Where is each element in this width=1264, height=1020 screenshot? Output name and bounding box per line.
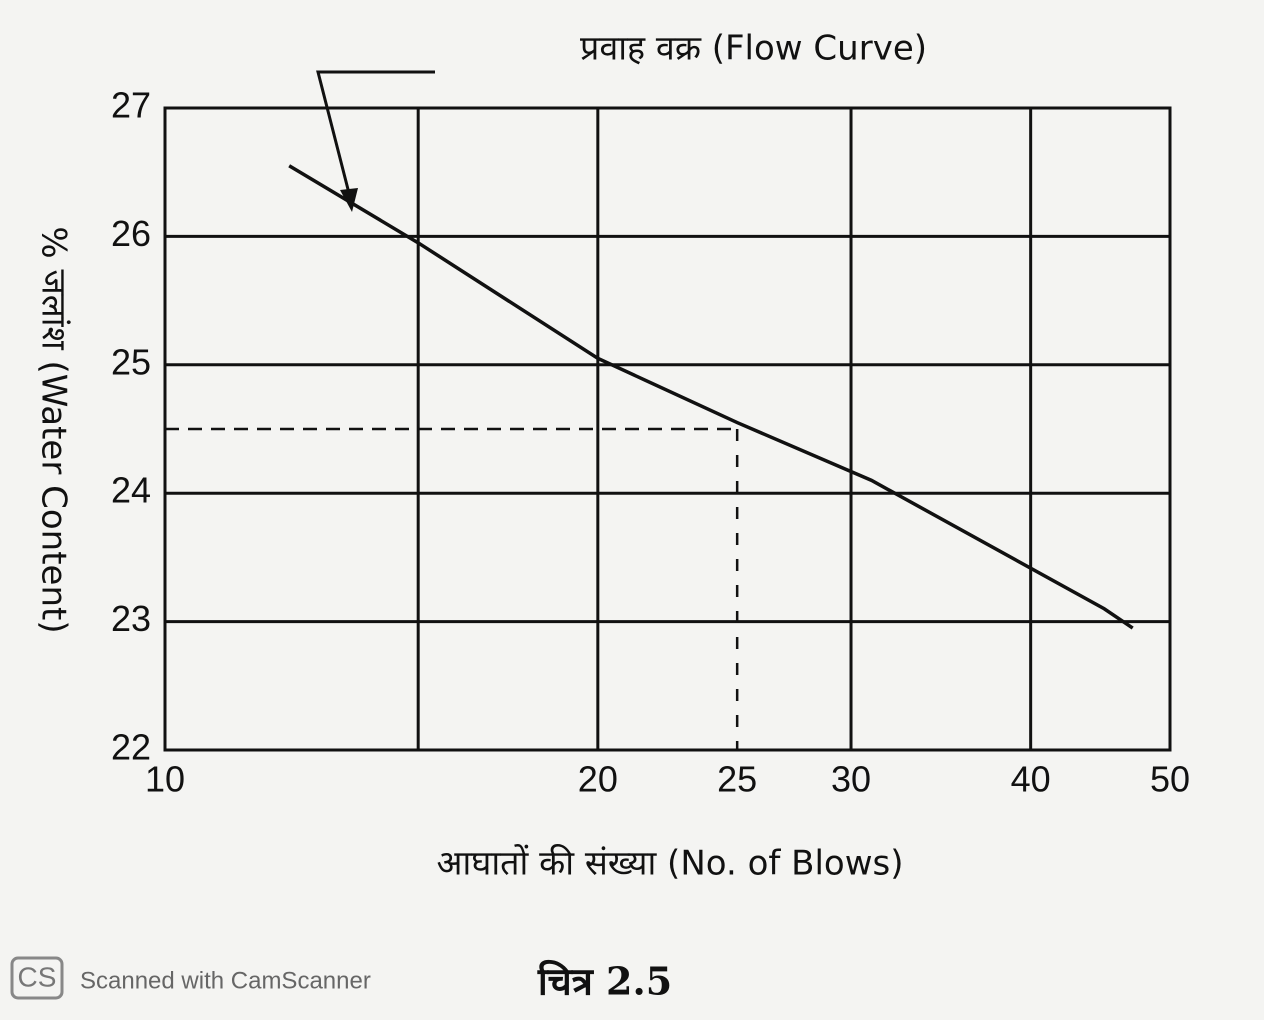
x-tick-label: 50 bbox=[1150, 759, 1190, 800]
x-tick-label: 20 bbox=[578, 759, 618, 800]
y-axis-label: % जलांश (Water Content) bbox=[34, 226, 74, 633]
x-tick-label: 40 bbox=[1011, 759, 1051, 800]
y-tick-label: 22 bbox=[111, 727, 151, 768]
flow-curve bbox=[288, 164, 1134, 630]
logo-box bbox=[10, 956, 64, 1000]
caption: चित्र 2.5 bbox=[537, 959, 672, 1004]
logo: CS bbox=[18, 961, 57, 992]
y-tick-label: 23 bbox=[111, 598, 151, 639]
y-tick-label: 27 bbox=[111, 85, 151, 126]
curve-annotation: प्रवाह वक्र (Flow Curve) bbox=[580, 29, 927, 69]
x-tick-label: 25 bbox=[717, 759, 757, 800]
y-tick-label: 24 bbox=[111, 470, 151, 511]
annotation-arrow bbox=[316, 70, 435, 206]
y-tick-label: 25 bbox=[111, 341, 151, 382]
y-tick-label: 26 bbox=[111, 213, 151, 254]
watermark: Scanned with CamScanner bbox=[80, 967, 371, 994]
x-tick-label: 30 bbox=[831, 759, 871, 800]
x-tick-label: 10 bbox=[145, 759, 185, 800]
x-axis-label: आघातों की संख्या (No. of Blows) bbox=[436, 844, 903, 884]
